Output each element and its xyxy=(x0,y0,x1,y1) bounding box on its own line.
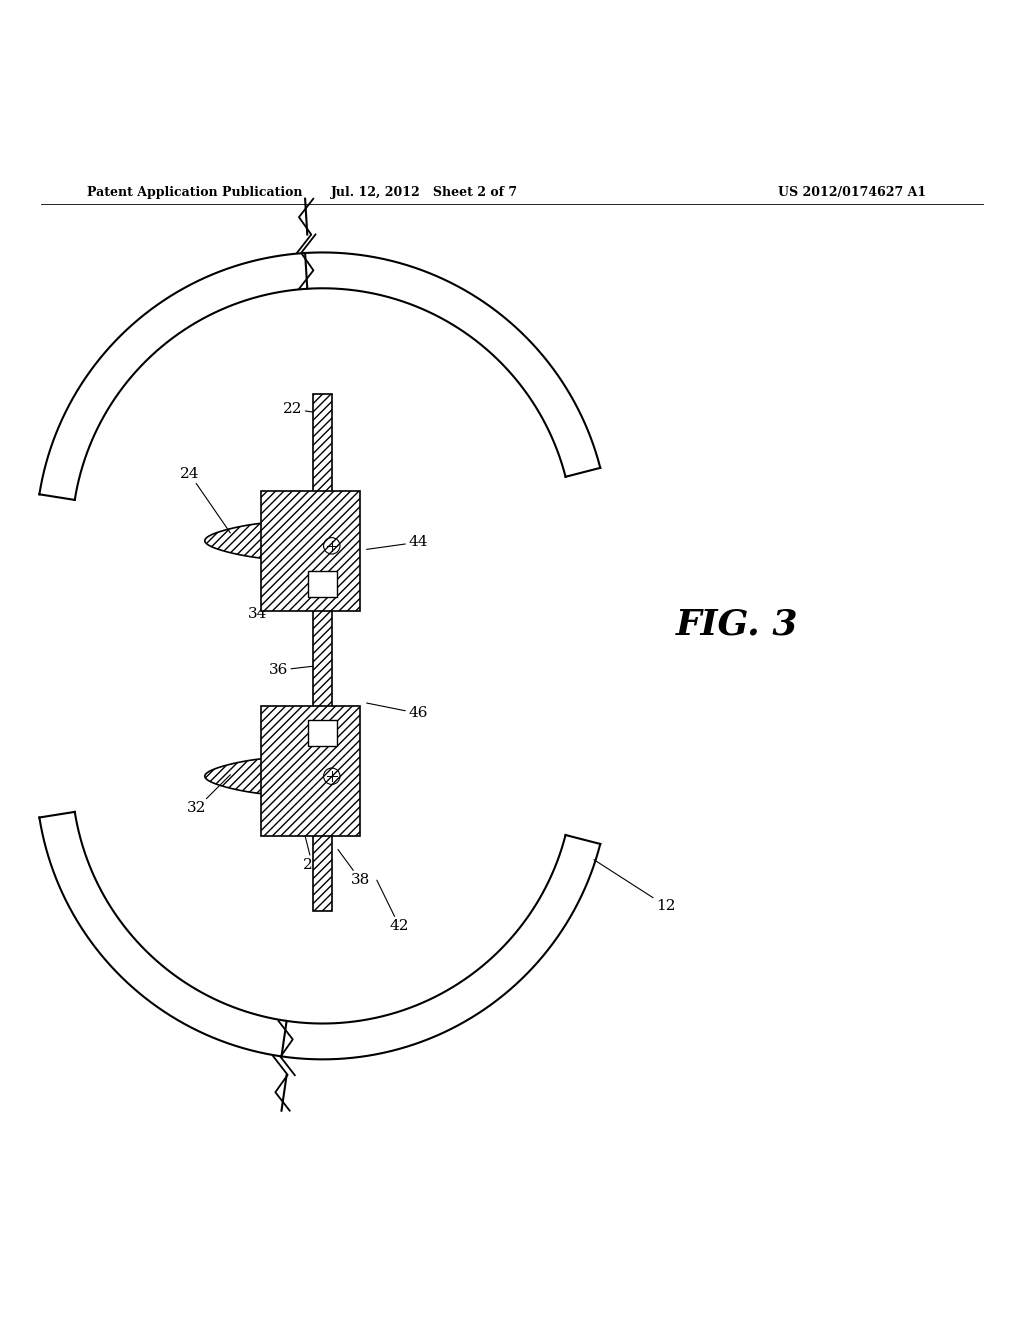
Text: 36: 36 xyxy=(269,663,323,677)
Text: 34: 34 xyxy=(249,594,282,620)
Polygon shape xyxy=(205,523,328,558)
Text: 28: 28 xyxy=(303,836,322,871)
Text: Patent Application Publication: Patent Application Publication xyxy=(87,186,302,198)
Bar xyxy=(313,393,332,911)
Bar xyxy=(308,719,337,746)
Text: 32: 32 xyxy=(187,775,230,816)
Bar xyxy=(261,706,360,836)
Text: US 2012/0174627 A1: US 2012/0174627 A1 xyxy=(778,186,927,198)
Text: 46: 46 xyxy=(367,704,428,721)
Text: Jul. 12, 2012   Sheet 2 of 7: Jul. 12, 2012 Sheet 2 of 7 xyxy=(332,186,518,198)
Text: FIG. 3: FIG. 3 xyxy=(676,607,799,642)
Text: 42: 42 xyxy=(377,880,410,933)
Bar xyxy=(308,572,337,597)
Text: 24: 24 xyxy=(179,467,230,533)
Bar xyxy=(261,491,360,611)
Text: 44: 44 xyxy=(367,535,428,549)
Polygon shape xyxy=(205,759,328,795)
Text: 22: 22 xyxy=(283,403,328,416)
Text: 38: 38 xyxy=(338,850,370,887)
Text: 12: 12 xyxy=(594,859,676,912)
